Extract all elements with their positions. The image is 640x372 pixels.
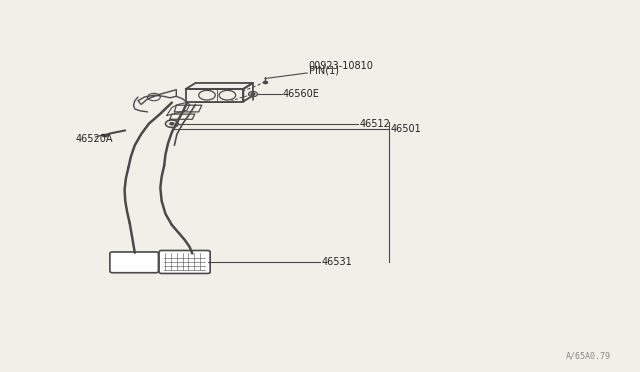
Text: 46520A: 46520A (76, 134, 113, 144)
Text: A/65A0.79: A/65A0.79 (566, 351, 611, 360)
FancyBboxPatch shape (159, 250, 210, 273)
FancyBboxPatch shape (110, 252, 159, 273)
Circle shape (251, 93, 255, 95)
Text: 46512: 46512 (360, 119, 390, 129)
Text: 00923-10810: 00923-10810 (308, 61, 373, 71)
Text: 46501: 46501 (390, 124, 421, 134)
Text: 46560E: 46560E (283, 89, 320, 99)
Text: PIN(1): PIN(1) (308, 65, 339, 76)
Text: 46531: 46531 (321, 257, 352, 267)
Circle shape (170, 123, 173, 125)
